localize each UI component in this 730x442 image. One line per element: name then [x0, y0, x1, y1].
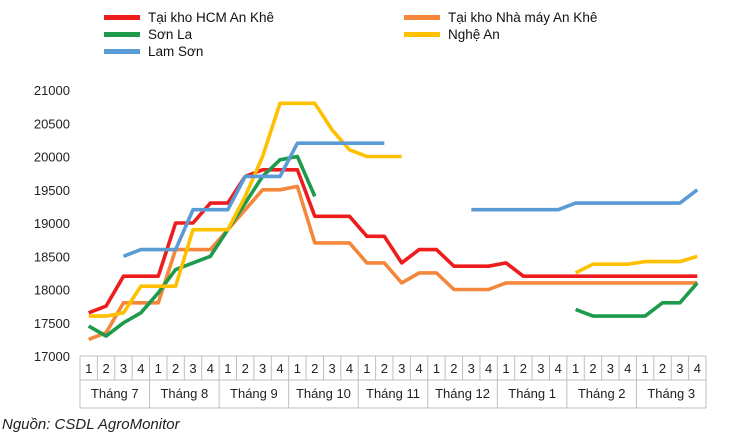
x-tick-label-week: 4 [485, 361, 492, 376]
series-line-0 [88, 168, 698, 315]
x-tick-label-week: 1 [155, 361, 162, 376]
legend-swatch [404, 31, 440, 37]
series-line-4 [122, 141, 699, 258]
x-tick-label-week: 2 [102, 361, 109, 376]
y-tick-label: 17500 [34, 316, 70, 331]
series-line-3 [88, 101, 698, 318]
x-tick-label-week: 1 [85, 361, 92, 376]
x-tick-label-week: 1 [294, 361, 301, 376]
x-tick-label-month: Tháng 7 [91, 386, 139, 401]
x-tick-label-week: 2 [311, 361, 318, 376]
x-tick-label-week: 4 [137, 361, 144, 376]
y-tick-label: 20500 [34, 116, 70, 131]
series-line-1 [88, 184, 698, 342]
x-tick-label-month: Tháng 2 [578, 386, 626, 401]
legend-label: Tại kho HCM An Khê [148, 9, 275, 25]
legend-swatch [104, 14, 140, 20]
legend-item-son-la: Sơn La [104, 25, 192, 43]
x-tick-label-week: 4 [624, 361, 631, 376]
y-tick-label: 19000 [34, 216, 70, 231]
legend-label: Lam Sơn [148, 43, 204, 59]
legend-swatch [404, 14, 440, 20]
x-tick-label-week: 1 [572, 361, 579, 376]
x-tick-label-week: 3 [676, 361, 683, 376]
x-tick-label-week: 3 [537, 361, 544, 376]
x-tick-label-month: Tháng 12 [435, 386, 490, 401]
x-tick-label-month: Tháng 8 [160, 386, 208, 401]
legend-label: Tại kho Nhà máy An Khê [448, 9, 598, 25]
x-tick-label-week: 1 [433, 361, 440, 376]
x-tick-label-week: 4 [555, 361, 562, 376]
legend-item-nghe-an: Nghệ An [404, 25, 500, 43]
legend-item-nha-may-an-khe: Tại kho Nhà máy An Khê [404, 8, 597, 26]
y-tick-label: 17000 [34, 349, 70, 364]
y-tick-label: 19500 [34, 183, 70, 198]
x-tick-label-week: 3 [259, 361, 266, 376]
legend-label: Sơn La [148, 26, 193, 42]
x-tick-label-week: 3 [189, 361, 196, 376]
x-tick-label-week: 4 [207, 361, 214, 376]
x-tick-label-week: 3 [607, 361, 614, 376]
x-tick-label-week: 3 [468, 361, 475, 376]
source-note: Nguồn: CSDL AgroMonitor [2, 416, 180, 433]
x-tick-label-week: 1 [363, 361, 370, 376]
legend-item-hcm-an-khe: Tại kho HCM An Khê [104, 8, 274, 26]
x-tick-label-week: 2 [172, 361, 179, 376]
x-tick-label-week: 2 [659, 361, 666, 376]
x-tick-label-week: 1 [642, 361, 649, 376]
x-tick-label-week: 1 [502, 361, 509, 376]
y-tick-label: 18000 [34, 283, 70, 298]
line-chart: 17000 17500 18000 18500 19000 19500 20000 20500… [34, 83, 707, 409]
x-tick-label-week: 4 [415, 361, 422, 376]
x-tick-label-week: 3 [120, 361, 127, 376]
x-tick-label-week: 2 [520, 361, 527, 376]
y-tick-label: 18500 [34, 249, 70, 264]
x-tick-label-week: 3 [398, 361, 405, 376]
x-tick-label-week: 1 [224, 361, 231, 376]
x-tick-label-month: Tháng 1 [508, 386, 556, 401]
legend-swatch [104, 48, 140, 54]
x-tick-label-month: Tháng 11 [366, 386, 420, 401]
x-tick-label-week: 2 [381, 361, 388, 376]
x-tick-label-week: 2 [450, 361, 457, 376]
legend-item-lam-son: Lam Sơn [104, 42, 203, 60]
series-line-2 [87, 154, 699, 338]
chart-card: 17000 17500 18000 18500 19000 19500 20000 20500… [33, 8, 707, 409]
x-tick-label-month: Tháng 10 [296, 386, 351, 401]
y-tick-label: 20000 [34, 150, 70, 165]
x-tick-label-week: 2 [242, 361, 249, 376]
x-tick-label-week: 4 [346, 361, 353, 376]
x-tick-label-week: 4 [694, 361, 701, 376]
x-tick-label-week: 2 [589, 361, 596, 376]
x-tick-label-month: Tháng 3 [647, 386, 695, 401]
legend-label: Nghệ An [448, 26, 500, 42]
x-tick-label-week: 3 [329, 361, 336, 376]
y-tick-label: 21000 [34, 83, 70, 98]
x-tick-label-month: Tháng 9 [230, 386, 278, 401]
legend-swatch [104, 31, 140, 37]
x-tick-label-week: 4 [276, 361, 283, 376]
